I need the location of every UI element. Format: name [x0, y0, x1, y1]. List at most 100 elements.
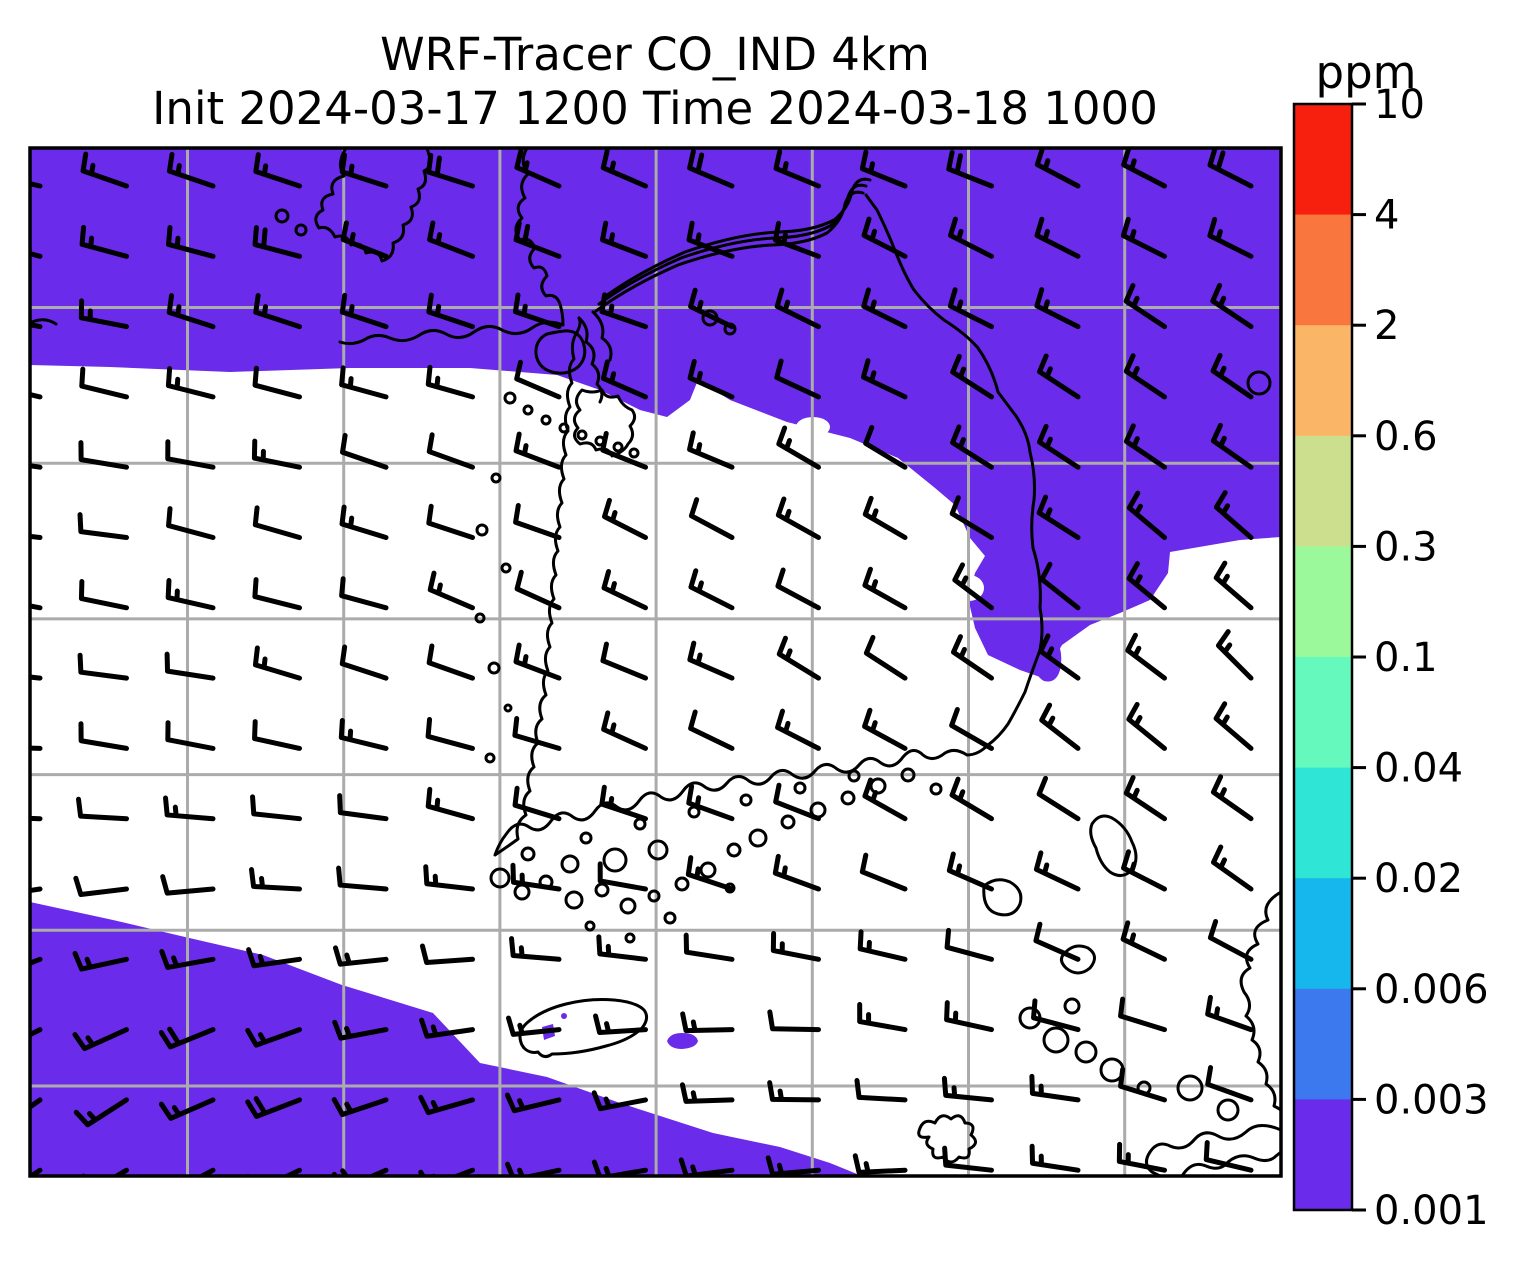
wind-barb — [166, 293, 216, 330]
wind-barb — [1034, 148, 1081, 189]
wind-barb — [775, 567, 821, 611]
wind-barb — [1123, 353, 1167, 400]
wind-barb — [338, 718, 389, 751]
wind-barb — [425, 716, 475, 751]
wind-barb — [1213, 490, 1254, 540]
wind-barb — [419, 943, 475, 966]
wind-barb — [1033, 850, 1081, 892]
wind-barb — [1038, 633, 1081, 681]
coastline — [338, 320, 565, 346]
wind-barb — [72, 1027, 129, 1052]
colorbar-tick-label: 0.003 — [1374, 1077, 1489, 1123]
wind-barb — [160, 874, 216, 896]
wind-barb — [165, 578, 216, 611]
colorbar: 10 4 2 0.6 0.3 0.1 0.04 0.02 0.006 0.003 0.001 — [1292, 82, 1489, 1234]
coastline — [314, 148, 432, 263]
wind-barb — [683, 932, 735, 962]
wind-barb — [941, 1075, 994, 1103]
colorbar-tick-label: 2 — [1374, 303, 1399, 349]
wind-barb — [1211, 844, 1254, 892]
wind-barb — [859, 149, 908, 189]
wind-barb — [512, 785, 562, 822]
map-frame — [28, 146, 1283, 1178]
wind-barb — [686, 220, 735, 259]
map-panel — [28, 146, 1283, 1178]
wind-barb — [688, 568, 735, 611]
island — [475, 523, 489, 537]
wind-barb — [426, 292, 475, 330]
wind-barb — [949, 776, 994, 822]
wind-barb — [252, 225, 302, 259]
wind-barb — [339, 504, 389, 540]
wind-barb — [1116, 1141, 1167, 1173]
wind-barb — [30, 298, 43, 330]
wind-barb — [1039, 561, 1081, 611]
wind-barb — [687, 358, 735, 400]
wind-barb — [514, 569, 562, 611]
wind-barb — [860, 358, 908, 400]
figure-subtitle: Init 2024-03-17 1200 Time 2024-03-18 100… — [152, 82, 1158, 135]
wind-barb — [1207, 919, 1254, 962]
wind-barb — [772, 220, 821, 259]
wind-barb — [765, 1155, 821, 1176]
island — [619, 897, 637, 915]
wind-barb — [862, 566, 908, 611]
island — [726, 842, 742, 858]
wind-barb — [78, 721, 129, 751]
colorbar-tick-label: 0.3 — [1374, 524, 1438, 570]
wind-barb — [245, 1167, 302, 1176]
wind-barb — [252, 645, 302, 681]
wind-barb — [1203, 1140, 1254, 1173]
wind-barb — [73, 875, 129, 898]
island — [793, 781, 807, 795]
wind-barb — [679, 1082, 735, 1104]
wind-barb — [1118, 996, 1167, 1033]
dmz-line — [597, 183, 868, 306]
wind-barb — [1210, 422, 1254, 470]
island — [624, 932, 636, 944]
island — [522, 404, 534, 416]
wind-barb — [1126, 701, 1167, 751]
colorbar-segment — [1294, 767, 1352, 879]
wind-barb — [514, 148, 562, 189]
wind-barb — [426, 503, 475, 540]
wind-barb — [1126, 490, 1167, 540]
island — [294, 223, 308, 237]
island — [490, 472, 502, 484]
island — [558, 422, 570, 434]
wind-barb — [1205, 1065, 1254, 1103]
wind-barb — [158, 1097, 216, 1121]
wind-barb — [513, 220, 562, 259]
wind-barb — [1210, 774, 1254, 822]
wind-barb — [1213, 560, 1254, 611]
coastline — [591, 310, 613, 362]
island — [748, 828, 768, 848]
wind-barb — [942, 1145, 994, 1173]
wind-barb — [685, 855, 735, 892]
wind-barb — [857, 1002, 908, 1033]
wind-barb — [339, 152, 389, 189]
coastline — [1059, 944, 1096, 975]
wind-barb — [164, 651, 216, 681]
wind-barb — [77, 512, 129, 540]
wind-barb — [944, 1000, 994, 1033]
dmz-line — [601, 177, 872, 300]
colorbar-segment — [1294, 104, 1352, 216]
wind-barb — [687, 640, 735, 681]
wind-barb — [1036, 494, 1081, 540]
wind-barb — [1210, 282, 1254, 330]
wind-barb — [159, 1167, 216, 1176]
island — [503, 703, 513, 713]
island — [474, 612, 486, 624]
wind-barb — [602, 497, 648, 540]
wind-barb — [1034, 216, 1081, 259]
coastline — [1180, 1150, 1281, 1176]
wind-barb — [767, 1080, 821, 1103]
wind-barb-layer — [30, 148, 1254, 1176]
colorbar-tick-label: 0.6 — [1374, 414, 1438, 460]
wind-barb — [166, 506, 216, 540]
wind-barb — [854, 1078, 908, 1103]
wind-barb — [1210, 352, 1254, 400]
wind-barb — [79, 224, 129, 259]
